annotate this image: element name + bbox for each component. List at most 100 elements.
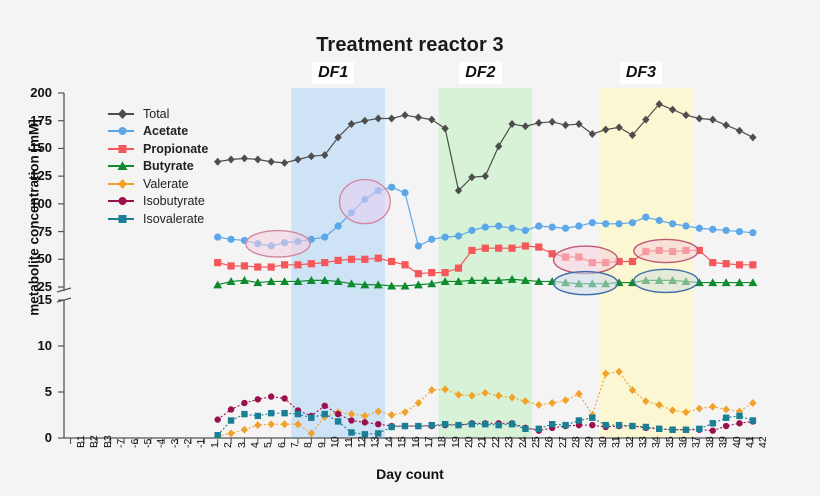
data-point-acetate [414,242,422,250]
data-point-isovalerate [495,421,502,429]
data-point-valerate [361,411,369,420]
x-tick--6: -6 [128,438,141,448]
data-point-propionate [735,261,744,269]
data-point-total [494,142,503,151]
legend-item-butyrate[interactable]: Butyrate [108,158,208,176]
x-tick-21: 21 [476,436,489,448]
data-point-butyrate [387,281,397,290]
x-tick-4: 4 [248,442,261,448]
data-point-valerate [254,421,262,430]
data-point-propionate [441,268,449,277]
legend-line-valerate [108,178,134,189]
x-tick-36: 36 [677,436,690,448]
data-point-total [214,157,222,166]
series-butyrate [213,274,758,290]
data-point-isobutyrate [268,393,275,400]
x-tick-40: 40 [730,436,743,448]
data-point-isobutyrate [361,419,369,426]
y-tick-10: 10 [37,338,52,353]
data-point-propionate [280,261,289,269]
data-point-total [735,126,744,135]
data-point-butyrate [520,276,530,284]
data-point-isovalerate [281,409,288,417]
legend-item-acetate[interactable]: Acetate [108,123,208,141]
data-point-total [628,131,637,140]
x-tick-12: 12 [355,436,368,448]
data-point-acetate [655,216,663,225]
x-tick-30: 30 [596,436,609,448]
data-point-butyrate [373,280,383,289]
data-point-propionate [347,255,356,263]
data-point-total [521,122,530,131]
data-point-isovalerate [241,410,248,418]
data-point-acetate [508,224,516,232]
data-point-isobutyrate [736,420,743,427]
data-point-total [428,115,436,124]
highlight-ellipse-propionate [552,245,619,275]
data-point-valerate [468,391,476,400]
legend-item-total[interactable]: Total [108,105,208,123]
data-point-propionate [401,261,409,269]
legend-line-propionate [108,144,134,153]
annotation-df3: DF3 [619,62,663,84]
legend-label: Butyrate [143,159,194,174]
data-point-isovalerate [428,421,435,429]
data-point-butyrate [280,277,290,286]
x-tick-7: 7 [289,442,302,448]
x-tick-B3: B3 [101,435,114,448]
data-point-total [294,155,302,164]
data-point-butyrate [346,279,356,288]
x-tick-24: 24 [516,436,529,448]
data-point-isovalerate [562,421,569,429]
data-point-valerate [267,420,275,429]
x-tick-28: 28 [570,436,583,448]
data-point-propionate [508,244,516,252]
data-point-butyrate [413,280,423,289]
data-point-propionate [294,261,302,269]
x-tick-27: 27 [556,436,569,448]
data-point-butyrate [735,278,744,287]
data-point-propionate [709,259,717,267]
legend-item-valerate[interactable]: Valerate [108,175,208,193]
data-point-isovalerate [522,425,529,432]
data-point-valerate [307,429,316,438]
data-point-total [240,154,249,163]
data-point-isovalerate [321,410,328,418]
x-tick-B1: B1 [75,435,87,448]
data-point-butyrate [427,279,437,288]
data-point-isovalerate [589,414,596,421]
data-point-total [468,173,476,182]
data-point-isovalerate [388,423,395,431]
legend-item-propionate[interactable]: Propionate [108,140,208,158]
data-point-acetate [441,233,449,241]
chart-legend: Total Acetate Propionate Butyrate Valerate Is… [108,105,208,228]
data-point-butyrate [333,277,343,286]
legend-marker-diamond-icon [117,178,128,189]
data-point-propionate [414,270,422,278]
data-point-valerate [575,389,583,398]
data-point-valerate [508,393,516,402]
data-point-isovalerate [375,430,382,437]
data-point-propionate [749,261,757,269]
data-point-isovalerate [361,431,369,438]
legend-line-isobutyrate [108,197,134,206]
data-point-valerate [428,386,436,395]
legend-label: Valerate [143,176,189,191]
data-point-butyrate [293,277,303,286]
data-point-isovalerate [268,409,275,417]
legend-item-isovalerate[interactable]: Isovalerate [108,210,208,228]
x-tick-33: 33 [636,436,649,448]
data-point-isovalerate [575,417,583,424]
data-point-isovalerate [508,421,516,428]
legend-item-isobutyrate[interactable]: Isobutyrate [108,193,208,211]
data-point-acetate [682,222,690,230]
data-point-acetate [561,224,570,232]
data-point-isobutyrate [281,395,288,402]
x-tick--7: -7 [115,438,128,448]
data-point-propionate [468,246,476,255]
data-point-propionate [214,259,222,267]
data-point-acetate [548,223,556,231]
highlight-ellipse-butyrate [633,268,699,294]
